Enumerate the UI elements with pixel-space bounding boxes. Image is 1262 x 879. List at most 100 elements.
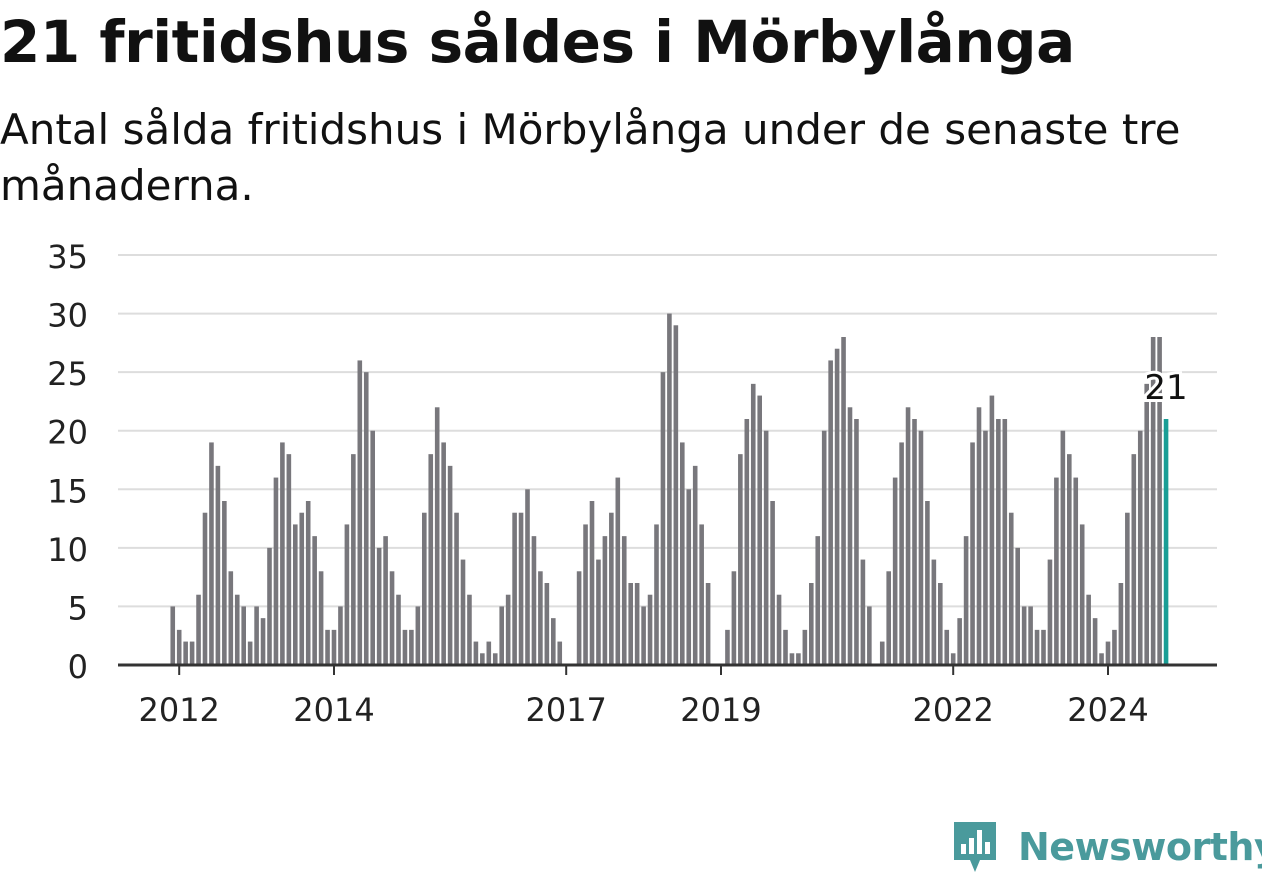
bar [344, 524, 350, 665]
bar [363, 372, 369, 665]
bar [351, 454, 356, 665]
bar [338, 606, 343, 665]
bar [1060, 430, 1066, 665]
bar [705, 583, 711, 665]
bar [189, 641, 195, 665]
bar [318, 571, 324, 665]
bar [202, 512, 208, 665]
bar [602, 536, 608, 665]
bar [512, 512, 517, 665]
bar [170, 606, 176, 665]
bar [750, 383, 756, 665]
bar [757, 395, 762, 665]
bar [809, 583, 814, 665]
bar [989, 395, 995, 665]
bar [931, 559, 937, 665]
bar [434, 407, 440, 665]
bar [654, 524, 659, 665]
bar [312, 536, 317, 665]
bar [834, 348, 840, 665]
bar [957, 618, 962, 665]
bar [1021, 606, 1027, 665]
newsworthy-logo-icon [954, 822, 996, 872]
bar [234, 594, 240, 665]
bar [641, 606, 646, 665]
y-tick-label: 30 [47, 297, 88, 335]
bar [260, 618, 266, 665]
bar [583, 524, 588, 665]
bar [428, 454, 434, 665]
bar [963, 536, 969, 665]
bar [454, 512, 459, 665]
y-tick-label: 15 [47, 472, 88, 510]
bar [176, 629, 182, 665]
bar [1008, 512, 1014, 665]
bar [847, 407, 853, 665]
bar [1137, 430, 1143, 665]
bar [1112, 629, 1117, 665]
bar [589, 501, 595, 665]
bar [305, 501, 311, 665]
bar [686, 489, 692, 665]
bar [280, 442, 285, 665]
x-tick-label: 2017 [525, 691, 606, 729]
bar [692, 465, 698, 665]
bar [1125, 512, 1130, 665]
bar [525, 489, 530, 665]
bar [938, 583, 943, 665]
bar [1002, 419, 1008, 665]
bar [1118, 583, 1124, 665]
bar [531, 536, 537, 665]
bar [815, 536, 821, 665]
bar [267, 547, 272, 665]
bar [1144, 383, 1149, 665]
bar [293, 524, 298, 665]
bar [183, 641, 188, 665]
bar [647, 594, 653, 665]
bar [576, 571, 582, 665]
bar [402, 629, 408, 665]
bar [680, 442, 685, 665]
bar [557, 641, 563, 665]
y-tick-label: 0 [68, 648, 88, 686]
bar [596, 559, 601, 665]
bar [1028, 606, 1033, 665]
bar [241, 606, 246, 665]
bar [480, 653, 485, 665]
bar [1067, 454, 1072, 665]
bar [247, 641, 253, 665]
bar [467, 594, 472, 665]
bar [673, 325, 679, 665]
bar [1092, 618, 1098, 665]
y-tick-label: 5 [68, 589, 88, 627]
bar [286, 454, 292, 665]
bar [609, 512, 614, 665]
bar [744, 419, 750, 665]
page-subtitle: Antal sålda fritidshus i Mörbylånga unde… [0, 105, 1181, 210]
bar [892, 477, 898, 665]
bar [615, 477, 621, 665]
bar [551, 618, 556, 665]
bar [376, 547, 382, 665]
bar [841, 337, 846, 665]
bar [357, 360, 363, 665]
bar [209, 442, 214, 665]
bar [1054, 477, 1059, 665]
bar [422, 512, 427, 665]
brand-logo: Newsworthy [950, 818, 1262, 876]
bar [944, 629, 950, 665]
bar [854, 419, 859, 665]
bar [492, 653, 498, 665]
bar [1041, 629, 1046, 665]
bar [1015, 547, 1020, 665]
bar [1150, 337, 1156, 665]
bar [905, 407, 911, 665]
bar [738, 454, 743, 665]
bar [763, 430, 769, 665]
bar [667, 313, 672, 665]
bar [273, 477, 279, 665]
x-tick-label: 2014 [293, 691, 374, 729]
bar [1131, 454, 1137, 665]
bar [821, 430, 827, 665]
brand-name: Newsworthy [1018, 825, 1262, 869]
